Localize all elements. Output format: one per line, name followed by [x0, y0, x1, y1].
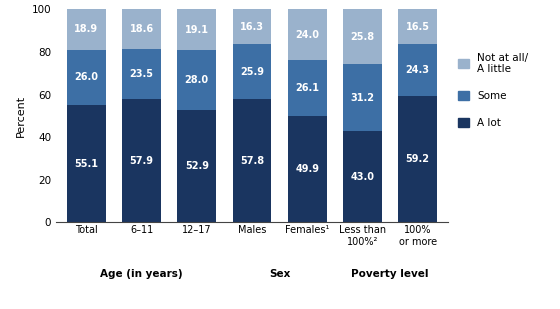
Text: 57.9: 57.9: [129, 156, 153, 166]
Bar: [398, 44, 437, 96]
Text: 18.9: 18.9: [74, 24, 99, 34]
Bar: [178, 50, 216, 110]
Bar: [122, 49, 161, 99]
Bar: [288, 61, 326, 116]
Bar: [343, 9, 382, 64]
Text: 26.0: 26.0: [74, 72, 99, 82]
Text: 49.9: 49.9: [295, 164, 319, 174]
Bar: [232, 44, 272, 99]
Text: 16.3: 16.3: [240, 22, 264, 32]
Bar: [122, 9, 161, 49]
Bar: [232, 9, 272, 44]
Bar: [67, 49, 106, 105]
Text: 52.9: 52.9: [185, 161, 209, 171]
Text: Poverty level: Poverty level: [351, 269, 429, 279]
Text: Age (in years): Age (in years): [100, 269, 183, 279]
Text: Sex: Sex: [269, 269, 290, 279]
Bar: [67, 105, 106, 222]
Text: 31.2: 31.2: [351, 92, 375, 103]
Bar: [398, 9, 437, 44]
Bar: [178, 9, 216, 50]
Y-axis label: Percent: Percent: [16, 95, 26, 137]
Bar: [343, 64, 382, 131]
Text: 24.3: 24.3: [405, 66, 430, 75]
Text: 24.0: 24.0: [295, 30, 319, 40]
Bar: [398, 96, 437, 222]
Bar: [232, 99, 272, 222]
Text: 19.1: 19.1: [185, 25, 209, 35]
Text: 16.5: 16.5: [405, 22, 430, 32]
Text: 23.5: 23.5: [129, 69, 153, 79]
Text: 25.9: 25.9: [240, 67, 264, 77]
Bar: [122, 99, 161, 222]
Bar: [67, 9, 106, 49]
Text: 25.8: 25.8: [351, 32, 375, 42]
Text: 43.0: 43.0: [351, 171, 375, 182]
Bar: [288, 9, 326, 61]
Text: 57.8: 57.8: [240, 156, 264, 166]
Bar: [288, 116, 326, 222]
Text: 28.0: 28.0: [185, 75, 209, 85]
Bar: [178, 110, 216, 222]
Text: 26.1: 26.1: [295, 83, 319, 93]
Bar: [343, 131, 382, 222]
Legend: Not at all/
A little, Some, A lot: Not at all/ A little, Some, A lot: [457, 52, 529, 129]
Text: 55.1: 55.1: [74, 159, 99, 169]
Text: 59.2: 59.2: [405, 154, 430, 164]
Text: 18.6: 18.6: [129, 24, 153, 34]
